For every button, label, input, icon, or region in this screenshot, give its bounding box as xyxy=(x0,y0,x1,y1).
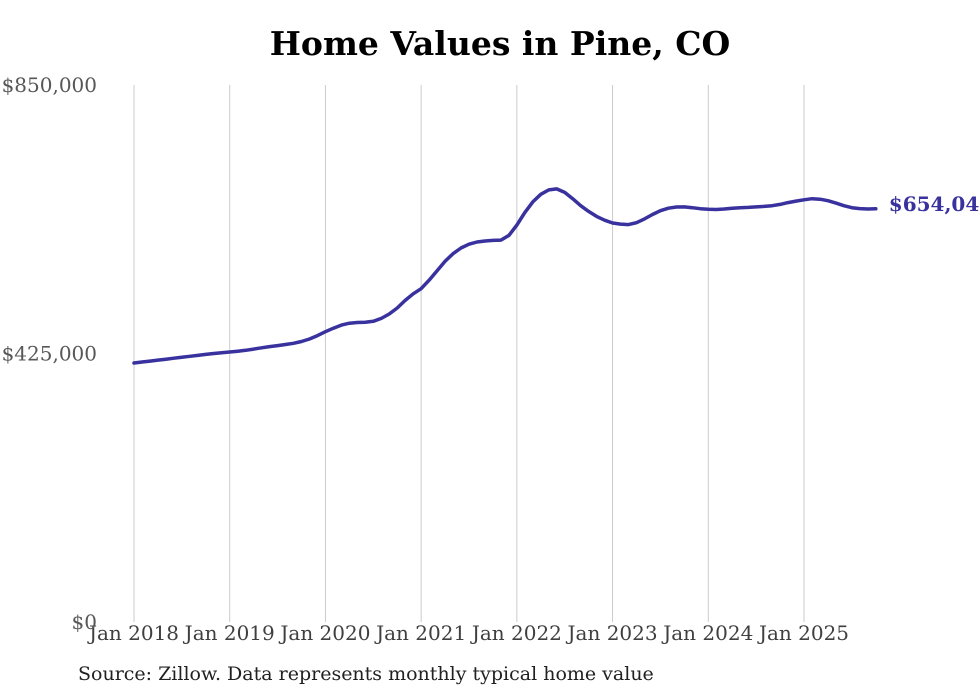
x-tick-label-jan-2018: Jan 2018 xyxy=(87,621,179,645)
y-tick-label-850-000: $850,000 xyxy=(2,73,97,97)
x-tick-label-jan-2022: Jan 2022 xyxy=(470,621,562,645)
y-tick-label-425-000: $425,000 xyxy=(2,342,97,366)
x-tick-label-jan-2021: Jan 2021 xyxy=(374,621,466,645)
x-tick-label-jan-2019: Jan 2019 xyxy=(183,621,275,645)
x-tick-label-jan-2025: Jan 2025 xyxy=(757,621,849,645)
x-tick-label-jan-2024: Jan 2024 xyxy=(661,621,753,645)
source-note: Source: Zillow. Data represents monthly … xyxy=(78,663,654,685)
latest-value-label: $654,044 xyxy=(889,192,980,216)
chart-title: Home Values in Pine, CO xyxy=(269,24,731,63)
home-value-series-line xyxy=(132,187,878,365)
x-tick-label-jan-2020: Jan 2020 xyxy=(278,621,370,645)
y-tick-label-0: $0 xyxy=(72,610,97,634)
x-tick-label-jan-2023: Jan 2023 xyxy=(566,621,658,645)
